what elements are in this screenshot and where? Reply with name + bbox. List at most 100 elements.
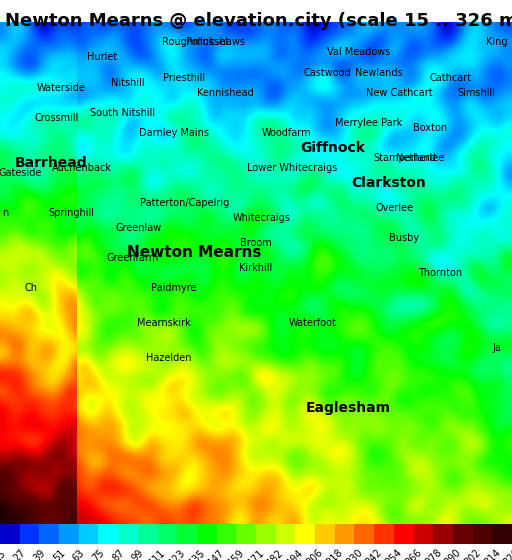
Bar <box>217 524 237 544</box>
Text: 314: 314 <box>482 547 502 560</box>
Text: Busby: Busby <box>390 233 419 243</box>
Bar <box>295 524 315 544</box>
Bar <box>414 524 433 544</box>
Text: Merrylee Park: Merrylee Park <box>335 118 402 128</box>
Bar <box>98 524 118 544</box>
Text: 159: 159 <box>226 547 246 560</box>
Text: 63: 63 <box>71 547 87 560</box>
Bar <box>433 524 453 544</box>
Text: 278: 278 <box>423 547 443 560</box>
Text: Giffnock: Giffnock <box>301 141 365 155</box>
Text: Hazelden: Hazelden <box>146 353 191 363</box>
Text: Thornton: Thornton <box>418 268 462 278</box>
Bar <box>118 524 138 544</box>
Text: Barrhead: Barrhead <box>15 156 88 170</box>
Text: 230: 230 <box>345 547 365 560</box>
Text: 51: 51 <box>51 547 67 560</box>
Text: 266: 266 <box>403 547 423 560</box>
Bar <box>354 524 374 544</box>
Bar <box>0 524 19 544</box>
Text: Nitshill: Nitshill <box>111 77 145 87</box>
Text: 194: 194 <box>285 547 306 560</box>
Text: 123: 123 <box>167 547 187 560</box>
Text: King: King <box>486 38 507 48</box>
Text: 302: 302 <box>462 547 483 560</box>
Text: 254: 254 <box>383 547 404 560</box>
Text: Waterside: Waterside <box>37 82 86 92</box>
Bar <box>158 524 177 544</box>
Text: Gateside: Gateside <box>0 168 42 178</box>
Text: 182: 182 <box>266 547 286 560</box>
Text: South Nitshill: South Nitshill <box>90 108 156 118</box>
Text: Whitecraigs: Whitecraigs <box>232 213 290 223</box>
Text: Pollokshaws: Pollokshaws <box>185 38 245 48</box>
Bar <box>256 524 275 544</box>
Text: Simshill: Simshill <box>457 87 495 97</box>
Text: Newton Mearns @ elevation.city (scale 15 .. 326 m)*: Newton Mearns @ elevation.city (scale 15… <box>5 12 512 30</box>
Text: 135: 135 <box>187 547 207 560</box>
Text: Greenlaw: Greenlaw <box>115 223 161 233</box>
Text: Kennishead: Kennishead <box>197 87 253 97</box>
Bar <box>237 524 256 544</box>
Bar <box>19 524 39 544</box>
Text: 15: 15 <box>0 547 8 560</box>
Text: Patterton/Capelrig: Patterton/Capelrig <box>140 198 229 208</box>
Text: Mearnskirk: Mearnskirk <box>137 318 190 328</box>
Text: Roughmussel: Roughmussel <box>162 38 227 48</box>
Text: Greenfarm: Greenfarm <box>107 253 159 263</box>
Text: Crossmill: Crossmill <box>34 113 78 123</box>
Text: Broom: Broom <box>240 238 272 248</box>
Text: Netherlee: Netherlee <box>396 153 444 163</box>
Bar <box>79 524 98 544</box>
Text: Paidmyre: Paidmyre <box>152 283 197 293</box>
Text: 111: 111 <box>147 547 167 560</box>
Text: New Cathcart: New Cathcart <box>366 87 433 97</box>
Text: Priesthill: Priesthill <box>163 73 205 82</box>
Text: Eaglesham: Eaglesham <box>306 402 391 416</box>
Text: Clarkston: Clarkston <box>352 176 426 190</box>
Text: 290: 290 <box>443 547 463 560</box>
Text: Waterfoot: Waterfoot <box>288 318 336 328</box>
Text: 75: 75 <box>91 547 106 560</box>
Text: Val Meadows: Val Meadows <box>327 48 390 58</box>
Text: Newton Mearns: Newton Mearns <box>127 245 262 260</box>
Bar <box>453 524 473 544</box>
Bar <box>473 524 493 544</box>
Text: 218: 218 <box>325 547 345 560</box>
Text: Castwood: Castwood <box>304 68 352 77</box>
Bar <box>138 524 158 544</box>
Text: Auchenback: Auchenback <box>52 163 112 172</box>
Bar <box>394 524 414 544</box>
Text: Ja: Ja <box>492 343 501 353</box>
Text: Kirkhill: Kirkhill <box>240 263 272 273</box>
Text: 99: 99 <box>130 547 146 560</box>
Bar <box>315 524 335 544</box>
Bar <box>39 524 59 544</box>
Bar <box>374 524 394 544</box>
Text: Hurlet: Hurlet <box>87 53 118 63</box>
Text: Springhill: Springhill <box>49 208 95 218</box>
Text: 87: 87 <box>110 547 126 560</box>
Bar <box>493 524 512 544</box>
Bar <box>275 524 295 544</box>
Bar <box>197 524 217 544</box>
Text: Ch: Ch <box>24 283 37 293</box>
Text: 27: 27 <box>12 547 28 560</box>
Text: n: n <box>2 208 8 218</box>
Text: 171: 171 <box>246 547 266 560</box>
Text: Overlee: Overlee <box>375 203 413 213</box>
Text: 147: 147 <box>206 547 227 560</box>
Bar <box>335 524 354 544</box>
Text: Lower Whitecraigs: Lower Whitecraigs <box>247 163 337 172</box>
Text: Darnley Mains: Darnley Mains <box>139 128 209 138</box>
Text: Cathcart: Cathcart <box>430 73 472 82</box>
Text: Newlands: Newlands <box>355 68 403 77</box>
Bar <box>59 524 79 544</box>
Text: 326: 326 <box>502 547 512 560</box>
Text: Boxton: Boxton <box>413 123 447 133</box>
Text: 242: 242 <box>364 547 385 560</box>
Text: Stamperland: Stamperland <box>373 153 436 163</box>
Text: 206: 206 <box>305 547 325 560</box>
Text: Woodfarm: Woodfarm <box>262 128 311 138</box>
Text: 39: 39 <box>32 547 47 560</box>
